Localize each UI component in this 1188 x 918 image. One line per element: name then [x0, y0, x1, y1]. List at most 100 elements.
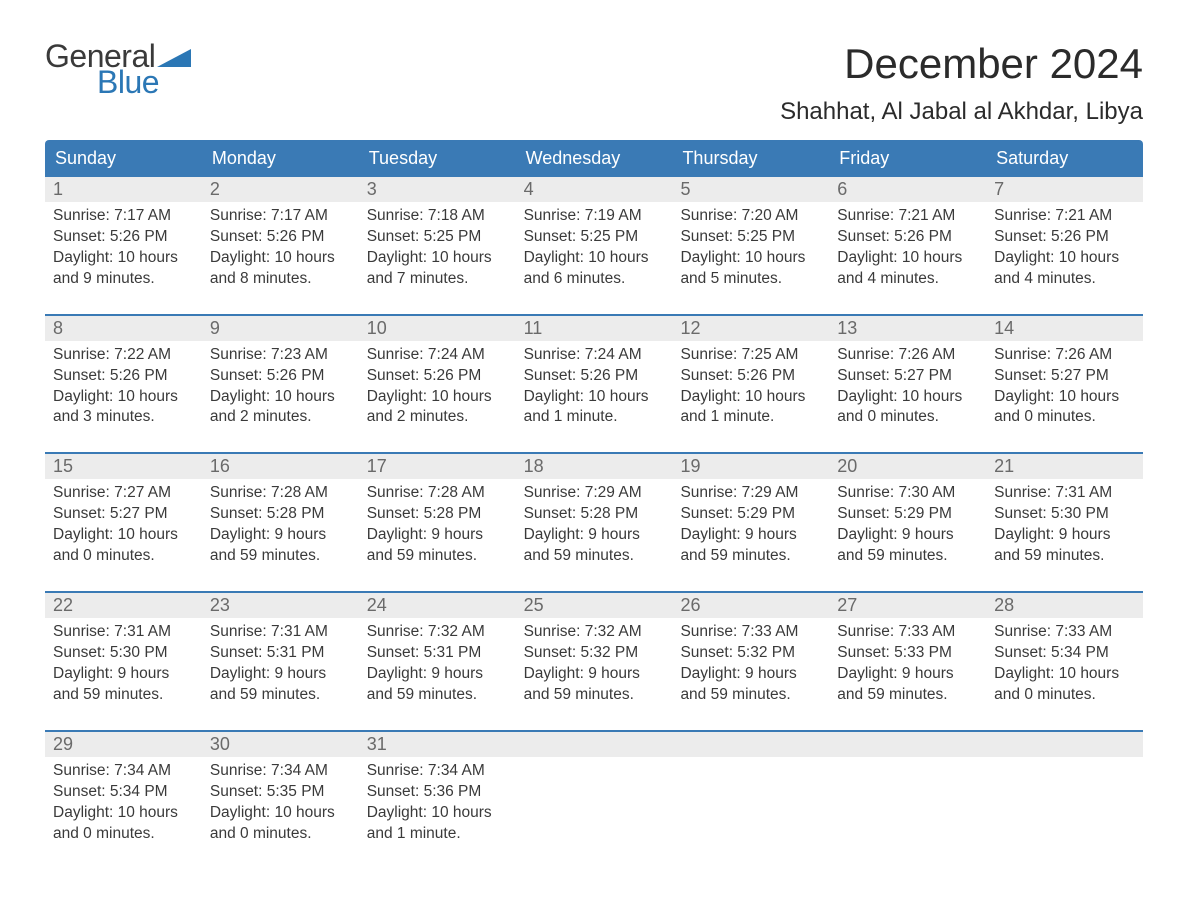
- day-number: 17: [359, 454, 516, 479]
- sunrise-line: Sunrise: 7:32 AM: [524, 622, 665, 643]
- day-number: .: [986, 732, 1143, 757]
- day-details: Sunrise: 7:23 AMSunset: 5:26 PMDaylight:…: [202, 341, 359, 437]
- sunset-line: Sunset: 5:25 PM: [680, 227, 821, 248]
- sunset-line: Sunset: 5:35 PM: [210, 782, 351, 803]
- sunset-line: Sunset: 5:33 PM: [837, 643, 978, 664]
- daylight-line-1: Daylight: 9 hours: [524, 525, 665, 546]
- day-number: 2: [202, 177, 359, 202]
- day-number: 21: [986, 454, 1143, 479]
- calendar-day: .: [516, 732, 673, 853]
- sunrise-line: Sunrise: 7:34 AM: [367, 761, 508, 782]
- daylight-line-2: and 4 minutes.: [994, 269, 1135, 290]
- daylight-line-2: and 2 minutes.: [210, 407, 351, 428]
- sunset-line: Sunset: 5:26 PM: [53, 227, 194, 248]
- day-details: Sunrise: 7:19 AMSunset: 5:25 PMDaylight:…: [516, 202, 673, 298]
- daylight-line-2: and 1 minute.: [680, 407, 821, 428]
- sunset-line: Sunset: 5:27 PM: [53, 504, 194, 525]
- daylight-line-1: Daylight: 9 hours: [367, 664, 508, 685]
- sunrise-line: Sunrise: 7:28 AM: [367, 483, 508, 504]
- daylight-line-2: and 59 minutes.: [367, 685, 508, 706]
- calendar-day: 2Sunrise: 7:17 AMSunset: 5:26 PMDaylight…: [202, 177, 359, 298]
- calendar-day: 5Sunrise: 7:20 AMSunset: 5:25 PMDaylight…: [672, 177, 829, 298]
- daylight-line-1: Daylight: 10 hours: [210, 803, 351, 824]
- daylight-line-2: and 59 minutes.: [837, 685, 978, 706]
- calendar-week: 22Sunrise: 7:31 AMSunset: 5:30 PMDayligh…: [45, 591, 1143, 714]
- sunset-line: Sunset: 5:34 PM: [994, 643, 1135, 664]
- calendar-day: 30Sunrise: 7:34 AMSunset: 5:35 PMDayligh…: [202, 732, 359, 853]
- calendar-day: 9Sunrise: 7:23 AMSunset: 5:26 PMDaylight…: [202, 316, 359, 437]
- day-details: Sunrise: 7:31 AMSunset: 5:30 PMDaylight:…: [986, 479, 1143, 575]
- sunrise-line: Sunrise: 7:33 AM: [680, 622, 821, 643]
- day-number: .: [829, 732, 986, 757]
- daylight-line-2: and 59 minutes.: [680, 685, 821, 706]
- day-details: Sunrise: 7:17 AMSunset: 5:26 PMDaylight:…: [45, 202, 202, 298]
- logo: General Blue: [45, 40, 191, 98]
- sunset-line: Sunset: 5:28 PM: [524, 504, 665, 525]
- daylight-line-1: Daylight: 9 hours: [680, 664, 821, 685]
- title-block: December 2024 Shahhat, Al Jabal al Akhda…: [780, 40, 1143, 126]
- sunrise-line: Sunrise: 7:30 AM: [837, 483, 978, 504]
- daylight-line-2: and 59 minutes.: [53, 685, 194, 706]
- sunset-line: Sunset: 5:29 PM: [837, 504, 978, 525]
- calendar: Sunday Monday Tuesday Wednesday Thursday…: [45, 140, 1143, 852]
- daylight-line-2: and 1 minute.: [367, 824, 508, 845]
- sunset-line: Sunset: 5:31 PM: [367, 643, 508, 664]
- logo-text-bottom: Blue: [97, 66, 191, 98]
- day-number: 22: [45, 593, 202, 618]
- daylight-line-1: Daylight: 10 hours: [994, 664, 1135, 685]
- sunrise-line: Sunrise: 7:28 AM: [210, 483, 351, 504]
- day-details: Sunrise: 7:22 AMSunset: 5:26 PMDaylight:…: [45, 341, 202, 437]
- day-details: Sunrise: 7:28 AMSunset: 5:28 PMDaylight:…: [359, 479, 516, 575]
- sunrise-line: Sunrise: 7:25 AM: [680, 345, 821, 366]
- daylight-line-1: Daylight: 9 hours: [210, 525, 351, 546]
- daylight-line-2: and 8 minutes.: [210, 269, 351, 290]
- calendar-day: .: [986, 732, 1143, 853]
- daylight-line-2: and 59 minutes.: [524, 546, 665, 567]
- day-number: 31: [359, 732, 516, 757]
- daylight-line-2: and 59 minutes.: [210, 685, 351, 706]
- calendar-day: 16Sunrise: 7:28 AMSunset: 5:28 PMDayligh…: [202, 454, 359, 575]
- calendar-day: 26Sunrise: 7:33 AMSunset: 5:32 PMDayligh…: [672, 593, 829, 714]
- daylight-line-2: and 1 minute.: [524, 407, 665, 428]
- sunrise-line: Sunrise: 7:32 AM: [367, 622, 508, 643]
- day-details: Sunrise: 7:31 AMSunset: 5:31 PMDaylight:…: [202, 618, 359, 714]
- calendar-day: 19Sunrise: 7:29 AMSunset: 5:29 PMDayligh…: [672, 454, 829, 575]
- daylight-line-1: Daylight: 9 hours: [837, 664, 978, 685]
- sunrise-line: Sunrise: 7:18 AM: [367, 206, 508, 227]
- sunset-line: Sunset: 5:26 PM: [210, 227, 351, 248]
- daylight-line-1: Daylight: 10 hours: [367, 387, 508, 408]
- calendar-day: 1Sunrise: 7:17 AMSunset: 5:26 PMDaylight…: [45, 177, 202, 298]
- calendar-week: 29Sunrise: 7:34 AMSunset: 5:34 PMDayligh…: [45, 730, 1143, 853]
- calendar-day: 12Sunrise: 7:25 AMSunset: 5:26 PMDayligh…: [672, 316, 829, 437]
- sunrise-line: Sunrise: 7:26 AM: [837, 345, 978, 366]
- day-number: 4: [516, 177, 673, 202]
- daylight-line-2: and 9 minutes.: [53, 269, 194, 290]
- day-number: 18: [516, 454, 673, 479]
- daylight-line-1: Daylight: 10 hours: [53, 525, 194, 546]
- day-details: Sunrise: 7:34 AMSunset: 5:34 PMDaylight:…: [45, 757, 202, 853]
- weekday-header: Saturday: [986, 140, 1143, 177]
- daylight-line-2: and 7 minutes.: [367, 269, 508, 290]
- sunset-line: Sunset: 5:25 PM: [524, 227, 665, 248]
- calendar-day: 17Sunrise: 7:28 AMSunset: 5:28 PMDayligh…: [359, 454, 516, 575]
- sunset-line: Sunset: 5:32 PM: [524, 643, 665, 664]
- calendar-day: 21Sunrise: 7:31 AMSunset: 5:30 PMDayligh…: [986, 454, 1143, 575]
- day-details: Sunrise: 7:25 AMSunset: 5:26 PMDaylight:…: [672, 341, 829, 437]
- daylight-line-2: and 0 minutes.: [53, 546, 194, 567]
- day-number: 30: [202, 732, 359, 757]
- daylight-line-1: Daylight: 9 hours: [367, 525, 508, 546]
- sunrise-line: Sunrise: 7:21 AM: [837, 206, 978, 227]
- calendar-day: 24Sunrise: 7:32 AMSunset: 5:31 PMDayligh…: [359, 593, 516, 714]
- calendar-day: 20Sunrise: 7:30 AMSunset: 5:29 PMDayligh…: [829, 454, 986, 575]
- sunrise-line: Sunrise: 7:31 AM: [210, 622, 351, 643]
- daylight-line-2: and 4 minutes.: [837, 269, 978, 290]
- day-number: 5: [672, 177, 829, 202]
- day-number: 20: [829, 454, 986, 479]
- daylight-line-1: Daylight: 10 hours: [994, 387, 1135, 408]
- daylight-line-1: Daylight: 10 hours: [367, 803, 508, 824]
- calendar-day: 18Sunrise: 7:29 AMSunset: 5:28 PMDayligh…: [516, 454, 673, 575]
- day-details: Sunrise: 7:29 AMSunset: 5:29 PMDaylight:…: [672, 479, 829, 575]
- day-details: Sunrise: 7:24 AMSunset: 5:26 PMDaylight:…: [516, 341, 673, 437]
- calendar-day: 14Sunrise: 7:26 AMSunset: 5:27 PMDayligh…: [986, 316, 1143, 437]
- day-details: Sunrise: 7:33 AMSunset: 5:33 PMDaylight:…: [829, 618, 986, 714]
